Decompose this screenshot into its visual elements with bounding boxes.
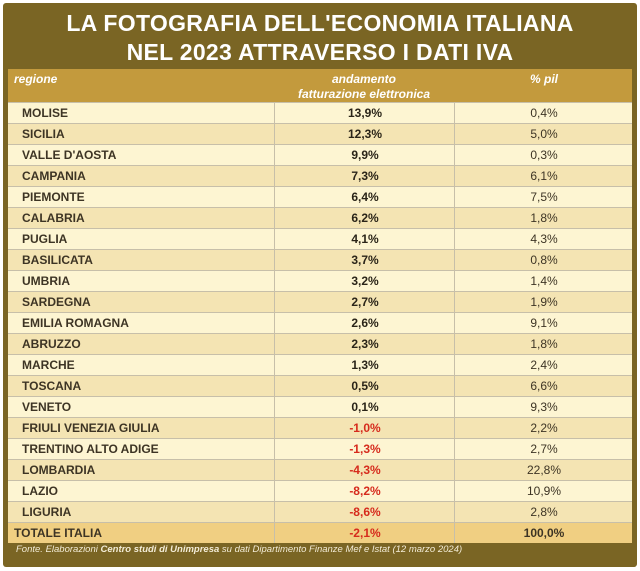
title-line-1: LA FOTOGRAFIA DELL'ECONOMIA ITALIANA [66, 10, 574, 36]
region-cell: MOLISE [22, 106, 69, 120]
total-trend: -2,1% [274, 523, 455, 543]
trend-cell: 2,7% [274, 292, 455, 312]
table-row: TOSCANA 0,5% 6,6% [8, 375, 632, 396]
gdp-cell: 1,8% [454, 334, 633, 354]
source-footnote: Fonte. Elaborazioni Centro studi di Unim… [16, 544, 462, 555]
gdp-cell: 10,9% [454, 481, 633, 501]
region-cell: SICILIA [22, 127, 65, 141]
gdp-cell: 2,7% [454, 439, 633, 459]
table-row: VENETO 0,1% 9,3% [8, 396, 632, 417]
table-row: EMILIA ROMAGNA 2,6% 9,1% [8, 312, 632, 333]
table-row: CALABRIA 6,2% 1,8% [8, 207, 632, 228]
trend-cell: 13,9% [274, 103, 455, 123]
gdp-cell: 1,9% [454, 292, 633, 312]
table-header: regione andamento fatturazione elettroni… [8, 69, 632, 102]
trend-cell: 6,4% [274, 187, 455, 207]
header-region: regione [14, 72, 58, 86]
region-cell: PIEMONTE [22, 190, 85, 204]
gdp-cell: 7,5% [454, 187, 633, 207]
table-row: SARDEGNA 2,7% 1,9% [8, 291, 632, 312]
region-cell: VALLE D'AOSTA [22, 148, 117, 162]
trend-cell: 0,1% [274, 397, 455, 417]
trend-cell: 0,5% [274, 376, 455, 396]
region-cell: ABRUZZO [22, 337, 81, 351]
gdp-cell: 1,4% [454, 271, 633, 291]
region-cell: EMILIA ROMAGNA [22, 316, 129, 330]
table-row: PUGLIA 4,1% 4,3% [8, 228, 632, 249]
region-cell: SARDEGNA [22, 295, 91, 309]
table-row: LAZIO -8,2% 10,9% [8, 480, 632, 501]
table-row: ABRUZZO 2,3% 1,8% [8, 333, 632, 354]
gdp-cell: 9,1% [454, 313, 633, 333]
table-row: TRENTINO ALTO ADIGE -1,3% 2,7% [8, 438, 632, 459]
gdp-cell: 5,0% [454, 124, 633, 144]
region-cell: CAMPANIA [22, 169, 86, 183]
gdp-cell: 1,8% [454, 208, 633, 228]
total-row: TOTALE ITALIA -2,1% 100,0% [8, 522, 632, 543]
header-trend-line-2: fatturazione elettronica [297, 87, 431, 101]
table-row: BASILICATA 3,7% 0,8% [8, 249, 632, 270]
table-row: MOLISE 13,9% 0,4% [8, 102, 632, 123]
trend-cell: 7,3% [274, 166, 455, 186]
title-line-2: NEL 2023 ATTRAVERSO I DATI IVA [126, 39, 514, 65]
gdp-cell: 2,4% [454, 355, 633, 375]
trend-cell: 1,3% [274, 355, 455, 375]
header-trend-line-1: andamento [331, 72, 396, 86]
table-row: LOMBARDIA -4,3% 22,8% [8, 459, 632, 480]
table-row: CAMPANIA 7,3% 6,1% [8, 165, 632, 186]
trend-cell: -8,6% [274, 502, 455, 522]
table-row: VALLE D'AOSTA 9,9% 0,3% [8, 144, 632, 165]
trend-cell: -1,0% [274, 418, 455, 438]
trend-cell: -8,2% [274, 481, 455, 501]
table-row: PIEMONTE 6,4% 7,5% [8, 186, 632, 207]
trend-cell: 2,3% [274, 334, 455, 354]
table-row: LIGURIA -8,6% 2,8% [8, 501, 632, 522]
region-cell: VENETO [22, 400, 72, 414]
trend-cell: 9,9% [274, 145, 455, 165]
region-cell: CALABRIA [22, 211, 85, 225]
gdp-cell: 0,8% [454, 250, 633, 270]
region-cell: TRENTINO ALTO ADIGE [22, 442, 159, 456]
trend-cell: 6,2% [274, 208, 455, 228]
region-cell: LAZIO [22, 484, 58, 498]
footer-source: Centro studi di Unimpresa [100, 544, 220, 555]
gdp-cell: 2,8% [454, 502, 633, 522]
trend-cell: 3,2% [274, 271, 455, 291]
trend-cell: 3,7% [274, 250, 455, 270]
table-body: MOLISE 13,9% 0,4% SICILIA 12,3% 5,0% VALLE D'A… [8, 102, 632, 522]
region-cell: LIGURIA [22, 505, 72, 519]
region-cell: PUGLIA [22, 232, 68, 246]
gdp-cell: 0,3% [454, 145, 633, 165]
total-gdp: 100,0% [454, 523, 633, 543]
region-cell: UMBRIA [22, 274, 70, 288]
footer-prefix: Fonte. Elaborazioni [16, 544, 101, 555]
gdp-cell: 9,3% [454, 397, 633, 417]
trend-cell: 12,3% [274, 124, 455, 144]
table-row: MARCHE 1,3% 2,4% [8, 354, 632, 375]
footer-suffix: su dati Dipartimento Finanze Mef e Istat… [219, 544, 463, 555]
region-cell: TOSCANA [22, 379, 82, 393]
header-gdp: % pil [529, 72, 558, 86]
gdp-cell: 6,1% [454, 166, 633, 186]
table-row: SICILIA 12,3% 5,0% [8, 123, 632, 144]
region-cell: LOMBARDIA [22, 463, 96, 477]
gdp-cell: 4,3% [454, 229, 633, 249]
trend-cell: -1,3% [274, 439, 455, 459]
trend-cell: -4,3% [274, 460, 455, 480]
gdp-cell: 22,8% [454, 460, 633, 480]
trend-cell: 2,6% [274, 313, 455, 333]
trend-cell: 4,1% [274, 229, 455, 249]
gdp-cell: 0,4% [454, 103, 633, 123]
table-row: UMBRIA 3,2% 1,4% [8, 270, 632, 291]
table-row: FRIULI VENEZIA GIULIA -1,0% 2,2% [8, 417, 632, 438]
gdp-cell: 2,2% [454, 418, 633, 438]
infographic-title: LA FOTOGRAFIA DELL'ECONOMIA ITALIANA NEL… [3, 9, 637, 67]
region-cell: MARCHE [22, 358, 75, 372]
header-trend: andamento fatturazione elettronica [274, 72, 454, 102]
data-table: regione andamento fatturazione elettroni… [8, 69, 632, 543]
total-region: TOTALE ITALIA [14, 526, 102, 540]
region-cell: BASILICATA [22, 253, 93, 267]
gdp-cell: 6,6% [454, 376, 633, 396]
region-cell: FRIULI VENEZIA GIULIA [22, 421, 160, 435]
